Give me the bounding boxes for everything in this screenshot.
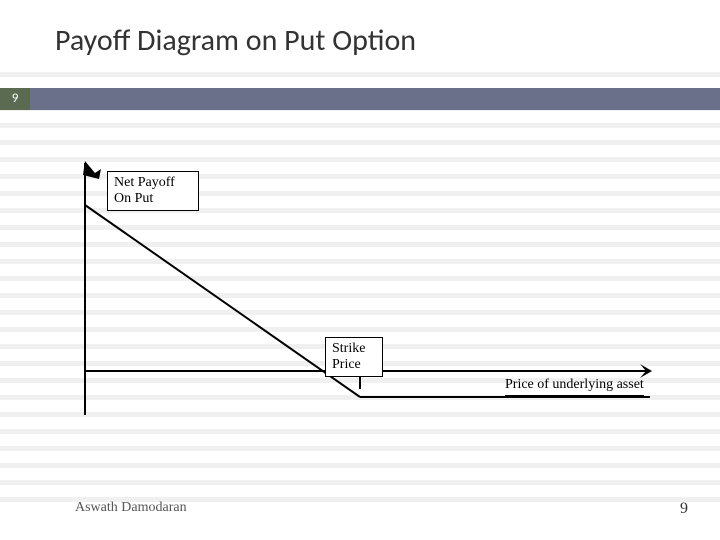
label-net-payoff: Net Payoff On Put xyxy=(107,171,199,211)
label-x-axis: Price of underlying asset xyxy=(505,377,644,396)
label-text: On Put xyxy=(114,191,192,207)
label-strike-price: Strike Price xyxy=(325,337,383,377)
page-badge: 9 xyxy=(0,88,30,110)
label-text: Net Payoff xyxy=(114,175,192,191)
label-text: Strike xyxy=(332,341,376,357)
label-text: Price xyxy=(332,357,376,373)
payoff-diagram: Net Payoff On Put Strike Price Price of … xyxy=(75,145,660,430)
accent-bar xyxy=(30,88,720,110)
footer-page-number: 9 xyxy=(680,500,688,518)
slide: Payoff Diagram on Put Option 9 Net Payof… xyxy=(0,0,720,540)
footer-author: Aswath Damodaran xyxy=(75,500,187,516)
slide-title: Payoff Diagram on Put Option xyxy=(55,22,416,59)
